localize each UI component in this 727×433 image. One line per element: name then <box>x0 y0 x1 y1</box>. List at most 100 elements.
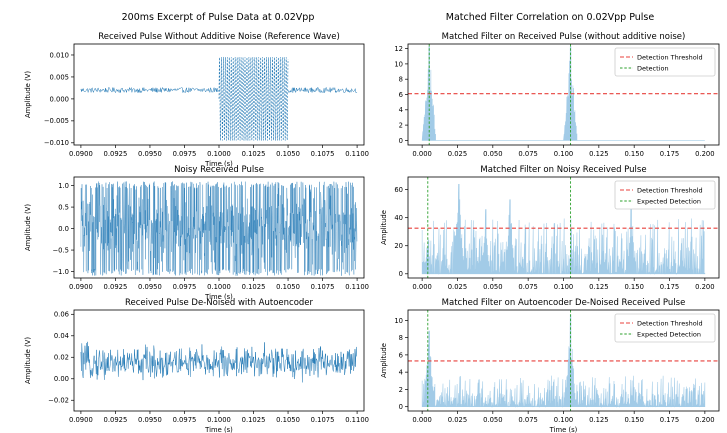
chart-p5: Detection Threshold Expected Detection 0.0… <box>380 165 720 291</box>
y-axis-label: Amplitude (V) <box>24 71 32 118</box>
y-tick-label-2: 0.02 <box>54 354 69 362</box>
x-tick-label-3: 0.075 <box>518 283 537 291</box>
y-tick-label-4: 8 <box>399 76 403 84</box>
y-tick-label-1: 2 <box>399 122 403 130</box>
y-tick-label-1: 0.00 <box>54 375 69 383</box>
x-tick-label-2: 0.0950 <box>138 283 162 291</box>
y-axis-label: Amplitude (V) <box>24 204 32 251</box>
y-tick-label-0: 0 <box>399 403 403 411</box>
x-tick-label-1: 0.0925 <box>104 416 128 424</box>
x-tick-label-1: 0.025 <box>448 283 467 291</box>
y-tick-label-4: 0.010 <box>50 51 69 59</box>
legend-threshold-label: Detection Threshold <box>637 54 703 62</box>
x-tick-label-4: 0.100 <box>554 416 573 424</box>
x-tick-label-5: 0.125 <box>589 416 608 424</box>
y-tick-label-0: −1.0 <box>52 268 69 276</box>
chart-title: Matched Filter on Noisy Received Pulse <box>480 165 646 175</box>
chart-p3: 0.0900 0.0925 0.0950 0.0975 0.1000 0.1025 0.10… <box>24 298 369 433</box>
x-tick-label-0: 0.000 <box>412 416 431 424</box>
y-tick-label-1: 2 <box>399 386 403 394</box>
legend-detection-label: Expected Detection <box>637 331 701 339</box>
plot-area <box>80 181 358 277</box>
x-tick-label-7: 0.175 <box>660 150 679 158</box>
x-axis-label: Time (s) <box>204 426 233 433</box>
y-tick-label-2: 4 <box>399 369 403 377</box>
x-tick-label-2: 0.0950 <box>138 150 162 158</box>
chart-p4: Detection Threshold Detection 0.000 0.025 0.… <box>394 32 720 158</box>
x-tick-label-1: 0.025 <box>448 416 467 424</box>
plot-area <box>408 44 719 145</box>
x-tick-label-4: 0.1000 <box>207 150 231 158</box>
x-tick-label-0: 0.0900 <box>69 416 93 424</box>
x-tick-label-7: 0.1075 <box>311 416 335 424</box>
x-tick-label-2: 0.0950 <box>138 416 162 424</box>
x-tick-label-3: 0.0975 <box>173 416 197 424</box>
x-tick-label-0: 0.000 <box>412 283 431 291</box>
x-tick-label-8: 0.200 <box>695 416 714 424</box>
x-tick-label-7: 0.1075 <box>311 283 335 291</box>
plot-area <box>80 56 358 142</box>
panels: 0.0900 0.0925 0.0950 0.0975 0.1000 0.1025 0.10… <box>24 32 720 433</box>
x-tick-label-8: 0.200 <box>695 283 714 291</box>
chart-p2: 0.0900 0.0925 0.0950 0.0975 0.1000 0.1025 0.10… <box>24 165 369 301</box>
x-tick-label-6: 0.1050 <box>276 416 300 424</box>
correlation-area <box>421 46 705 141</box>
y-tick-label-4: 1.0 <box>58 182 69 190</box>
x-tick-label-6: 0.150 <box>624 416 643 424</box>
chart-title: Noisy Received Pulse <box>174 165 264 175</box>
x-tick-label-1: 0.0925 <box>104 283 128 291</box>
x-tick-label-5: 0.125 <box>589 150 608 158</box>
x-tick-label-5: 0.1025 <box>242 283 266 291</box>
chart-p6: Detection Threshold Expected Detection 0.0… <box>380 298 720 433</box>
x-tick-label-0: 0.0900 <box>69 150 93 158</box>
x-tick-label-2: 0.050 <box>483 283 502 291</box>
plot-area <box>408 310 719 411</box>
legend-box <box>614 47 716 77</box>
chart-title: Received Pulse De-Noised with Autoencode… <box>125 298 314 308</box>
x-axis-label: Time (s) <box>549 426 578 433</box>
plot-area <box>80 341 357 383</box>
legend-box <box>614 313 716 343</box>
correlation-area <box>421 314 706 408</box>
x-tick-label-4: 0.100 <box>554 283 573 291</box>
y-tick-label-2: 0.0 <box>58 225 69 233</box>
left-figure-title: 200ms Excerpt of Pulse Data at 0.02Vpp <box>122 12 315 23</box>
series-line-0-seg-0 <box>80 181 358 277</box>
y-tick-label-0: −0.02 <box>48 397 69 405</box>
y-tick-label-5: 10 <box>394 60 403 68</box>
y-tick-label-3: 0.04 <box>54 332 69 340</box>
series-line-0-seg-1 <box>218 56 289 142</box>
legend-threshold-label: Detection Threshold <box>637 320 703 328</box>
chart-title: Matched Filter on Received Pulse (withou… <box>442 32 686 42</box>
correlation-area <box>421 184 706 275</box>
y-tick-label-6: 12 <box>394 45 403 53</box>
x-tick-label-6: 0.150 <box>624 283 643 291</box>
y-tick-label-3: 0.5 <box>58 203 69 211</box>
x-axis-label: Time (s) <box>204 293 233 301</box>
chart-title: Matched Filter on Autoencoder De-Noised … <box>442 298 686 308</box>
chart-title: Received Pulse Without Additive Noise (R… <box>98 32 340 42</box>
x-tick-label-1: 0.025 <box>448 150 467 158</box>
x-tick-label-8: 0.1100 <box>345 283 369 291</box>
x-tick-label-3: 0.075 <box>518 416 537 424</box>
x-tick-label-1: 0.0925 <box>104 150 128 158</box>
series-line-0-seg-2 <box>287 86 358 94</box>
x-tick-label-0: 0.0900 <box>69 283 93 291</box>
y-tick-label-3: 0.005 <box>50 73 69 81</box>
x-tick-label-3: 0.0975 <box>173 150 197 158</box>
x-tick-label-7: 0.1075 <box>311 150 335 158</box>
y-tick-label-4: 0.06 <box>54 311 69 319</box>
x-tick-label-5: 0.1025 <box>242 416 266 424</box>
y-tick-label-0: 0 <box>399 137 403 145</box>
y-axis-label: Amplitude (V) <box>24 337 32 384</box>
legend: Detection Threshold Detection <box>614 47 716 77</box>
y-tick-label-4: 8 <box>399 334 403 342</box>
legend: Detection Threshold Expected Detection <box>614 313 716 343</box>
x-tick-label-7: 0.175 <box>660 416 679 424</box>
plot-area <box>408 177 719 278</box>
legend-detection-label: Detection <box>637 65 669 73</box>
y-axis-label: Amplitude <box>380 343 388 378</box>
x-tick-label-3: 0.075 <box>518 150 537 158</box>
right-figure-title: Matched Filter Correlation on 0.02Vpp Pu… <box>446 12 655 23</box>
